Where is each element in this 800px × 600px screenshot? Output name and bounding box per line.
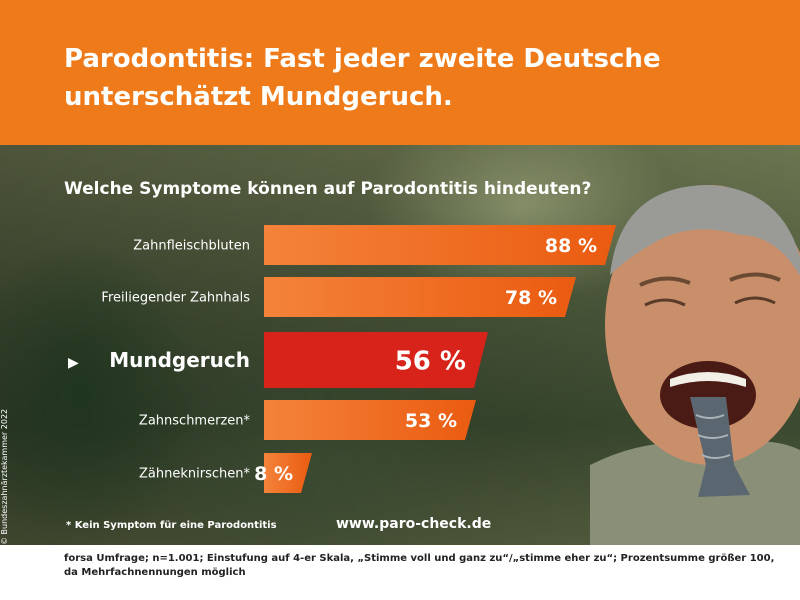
- category-label-1: Freiliegender Zahnhals: [101, 291, 250, 306]
- bar-1: [264, 277, 576, 317]
- value-label-4: 8 %: [254, 463, 293, 485]
- footnote: * Kein Symptom für eine Parodontitis: [66, 520, 277, 531]
- value-label-2: 56 %: [395, 346, 466, 376]
- bar-3: [264, 400, 476, 440]
- category-label-0: Zahnfleischbluten: [133, 239, 250, 254]
- category-label-3: Zahnschmerzen*: [139, 414, 251, 429]
- bar-2: [264, 332, 488, 388]
- bar-4: [264, 453, 312, 493]
- category-label-4: Zähneknirschen*: [139, 467, 250, 482]
- source-note: forsa Umfrage; n=1.001; Einstufung auf 4…: [64, 553, 775, 578]
- value-label-1: 78 %: [505, 287, 557, 309]
- bar-chart: Zahnfleischbluten 88 % Freiliegender Zahnh…: [68, 225, 616, 493]
- value-label-3: 53 %: [405, 410, 457, 432]
- value-label-0: 88 %: [545, 235, 597, 257]
- page-title: Parodontitis: Fast jeder zweite Deutsche…: [64, 44, 661, 112]
- chart-title: Welche Symptome können auf Parodontitis …: [64, 179, 592, 199]
- man-with-fish-illustration: [590, 185, 800, 545]
- website-link[interactable]: www.paro-check.de: [336, 516, 492, 532]
- category-label-2: Mundgeruch: [109, 348, 250, 372]
- highlight-marker: ▶: [68, 355, 79, 371]
- background-photo: Welche Symptome können auf Parodontitis …: [0, 145, 800, 545]
- bar-0: [264, 225, 616, 265]
- bars-layer: Zahnfleischbluten 88 % Freiliegender Zahnh…: [68, 225, 616, 493]
- header-banner: Parodontitis: Fast jeder zweite Deutsche…: [0, 0, 800, 145]
- copyright-text: © Bundeszahnärztekammer 2022: [0, 408, 9, 545]
